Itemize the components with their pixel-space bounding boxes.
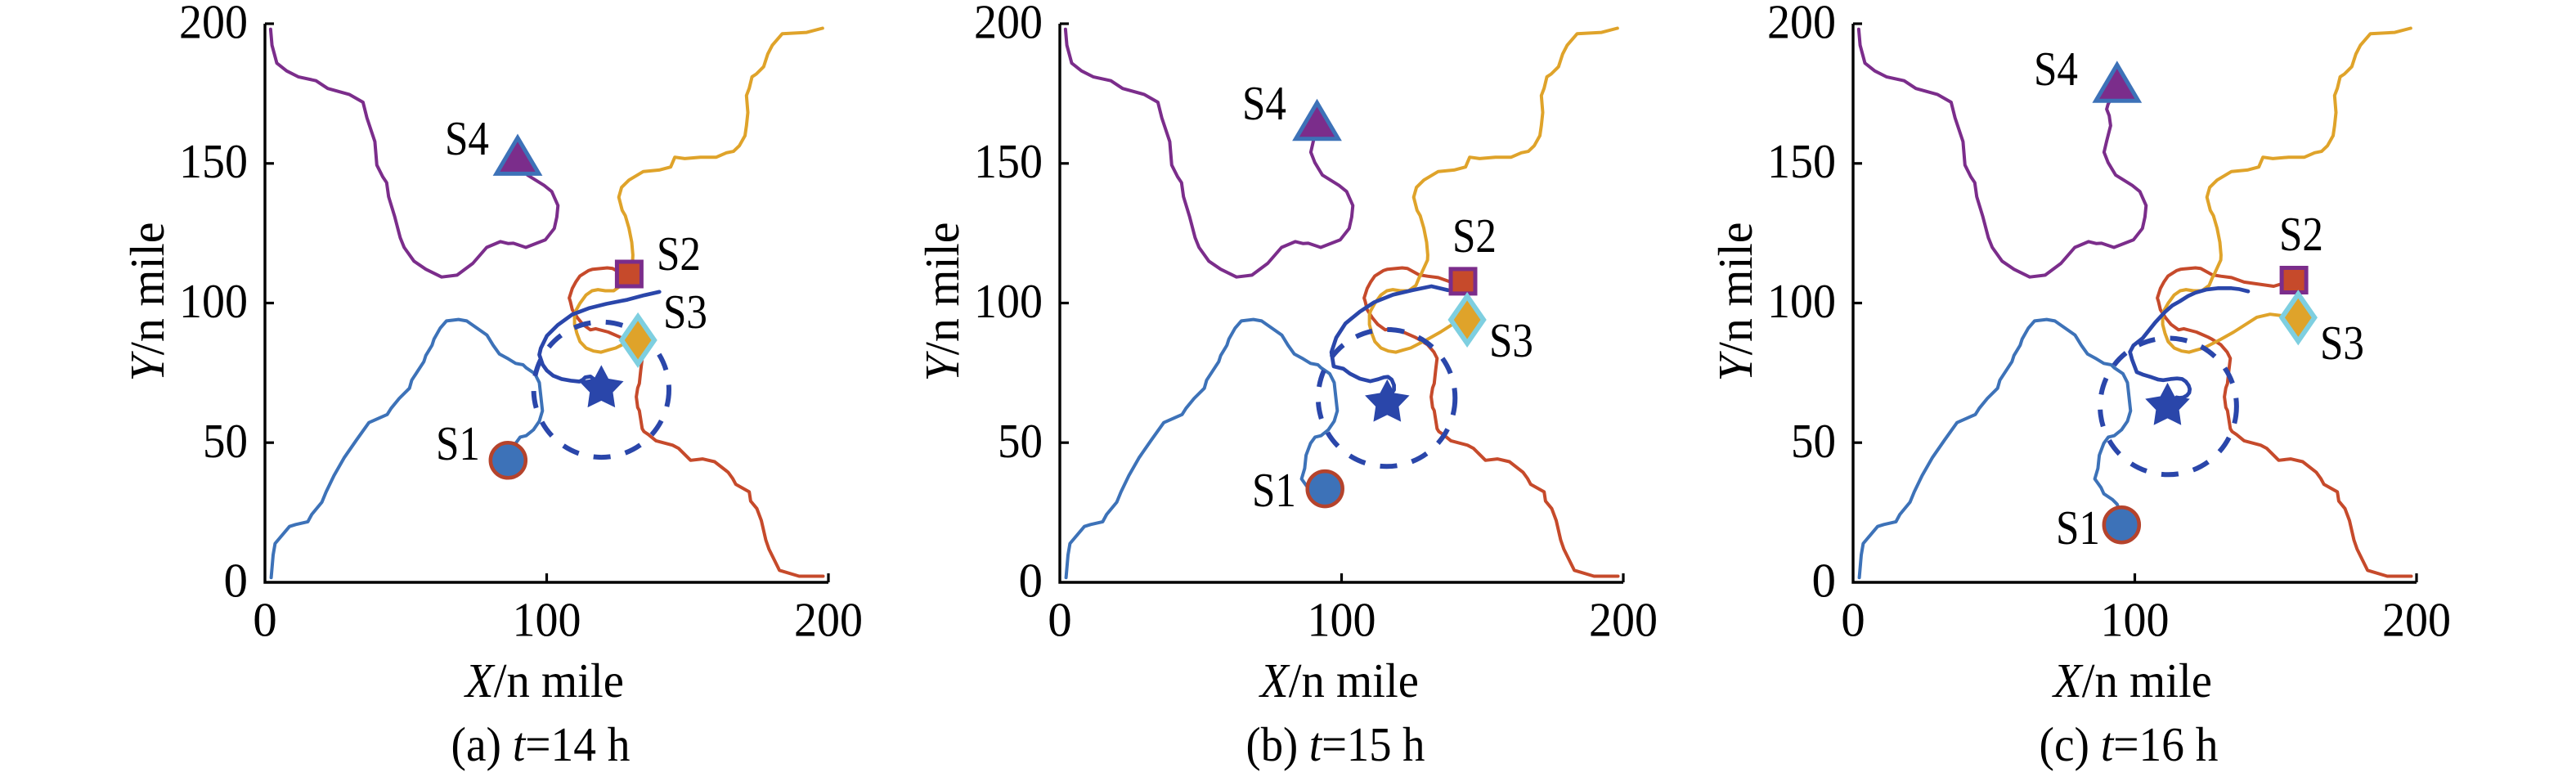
svg-text:S2: S2 <box>657 227 701 281</box>
svg-text:0: 0 <box>1048 593 1072 647</box>
svg-text:150: 150 <box>179 134 248 188</box>
svg-text:50: 50 <box>1791 414 1836 468</box>
svg-text:Y/n mile: Y/n mile <box>1708 222 1762 382</box>
svg-text:200: 200 <box>1589 593 1658 647</box>
svg-text:0: 0 <box>1841 593 1865 647</box>
svg-text:200: 200 <box>179 0 248 49</box>
svg-text:50: 50 <box>998 414 1043 468</box>
svg-text:X/n mile: X/n mile <box>464 653 624 707</box>
svg-text:0: 0 <box>224 554 249 608</box>
svg-text:100: 100 <box>1308 593 1376 647</box>
svg-text:S3: S3 <box>2320 316 2364 370</box>
svg-text:0: 0 <box>1019 554 1043 608</box>
svg-text:150: 150 <box>974 134 1043 188</box>
svg-text:S1: S1 <box>1252 463 1296 517</box>
svg-text:100: 100 <box>1767 274 1836 328</box>
svg-text:100: 100 <box>2101 593 2170 647</box>
svg-text:S2: S2 <box>1452 209 1497 263</box>
svg-text:X/n mile: X/n mile <box>1259 653 1419 707</box>
svg-text:S1: S1 <box>436 416 480 470</box>
svg-text:S3: S3 <box>663 285 707 339</box>
svg-text:200: 200 <box>1767 0 1836 49</box>
svg-text:50: 50 <box>203 414 248 468</box>
svg-text:100: 100 <box>974 274 1043 328</box>
svg-text:100: 100 <box>513 593 581 647</box>
svg-text:Y/n mile: Y/n mile <box>915 222 969 382</box>
svg-text:150: 150 <box>1767 134 1836 188</box>
svg-text:200: 200 <box>2382 593 2451 647</box>
svg-text:0: 0 <box>253 593 277 647</box>
svg-text:S4: S4 <box>1242 76 1286 130</box>
svg-text:200: 200 <box>794 593 863 647</box>
svg-text:200: 200 <box>974 0 1043 49</box>
svg-text:S1: S1 <box>2056 501 2100 555</box>
svg-text:Y/n mile: Y/n mile <box>120 222 174 382</box>
svg-text:S4: S4 <box>445 111 489 165</box>
svg-text:S4: S4 <box>2034 42 2078 96</box>
svg-text:S2: S2 <box>2279 207 2323 261</box>
svg-text:S3: S3 <box>1489 313 1533 367</box>
svg-text:(b) t=15 h: (b) t=15 h <box>1246 717 1425 771</box>
svg-text:100: 100 <box>179 274 248 328</box>
svg-text:0: 0 <box>1812 554 1837 608</box>
svg-text:X/n mile: X/n mile <box>2052 653 2212 707</box>
svg-text:(a) t=14 h: (a) t=14 h <box>451 717 631 771</box>
svg-text:(c) t=16 h: (c) t=16 h <box>2040 717 2219 771</box>
